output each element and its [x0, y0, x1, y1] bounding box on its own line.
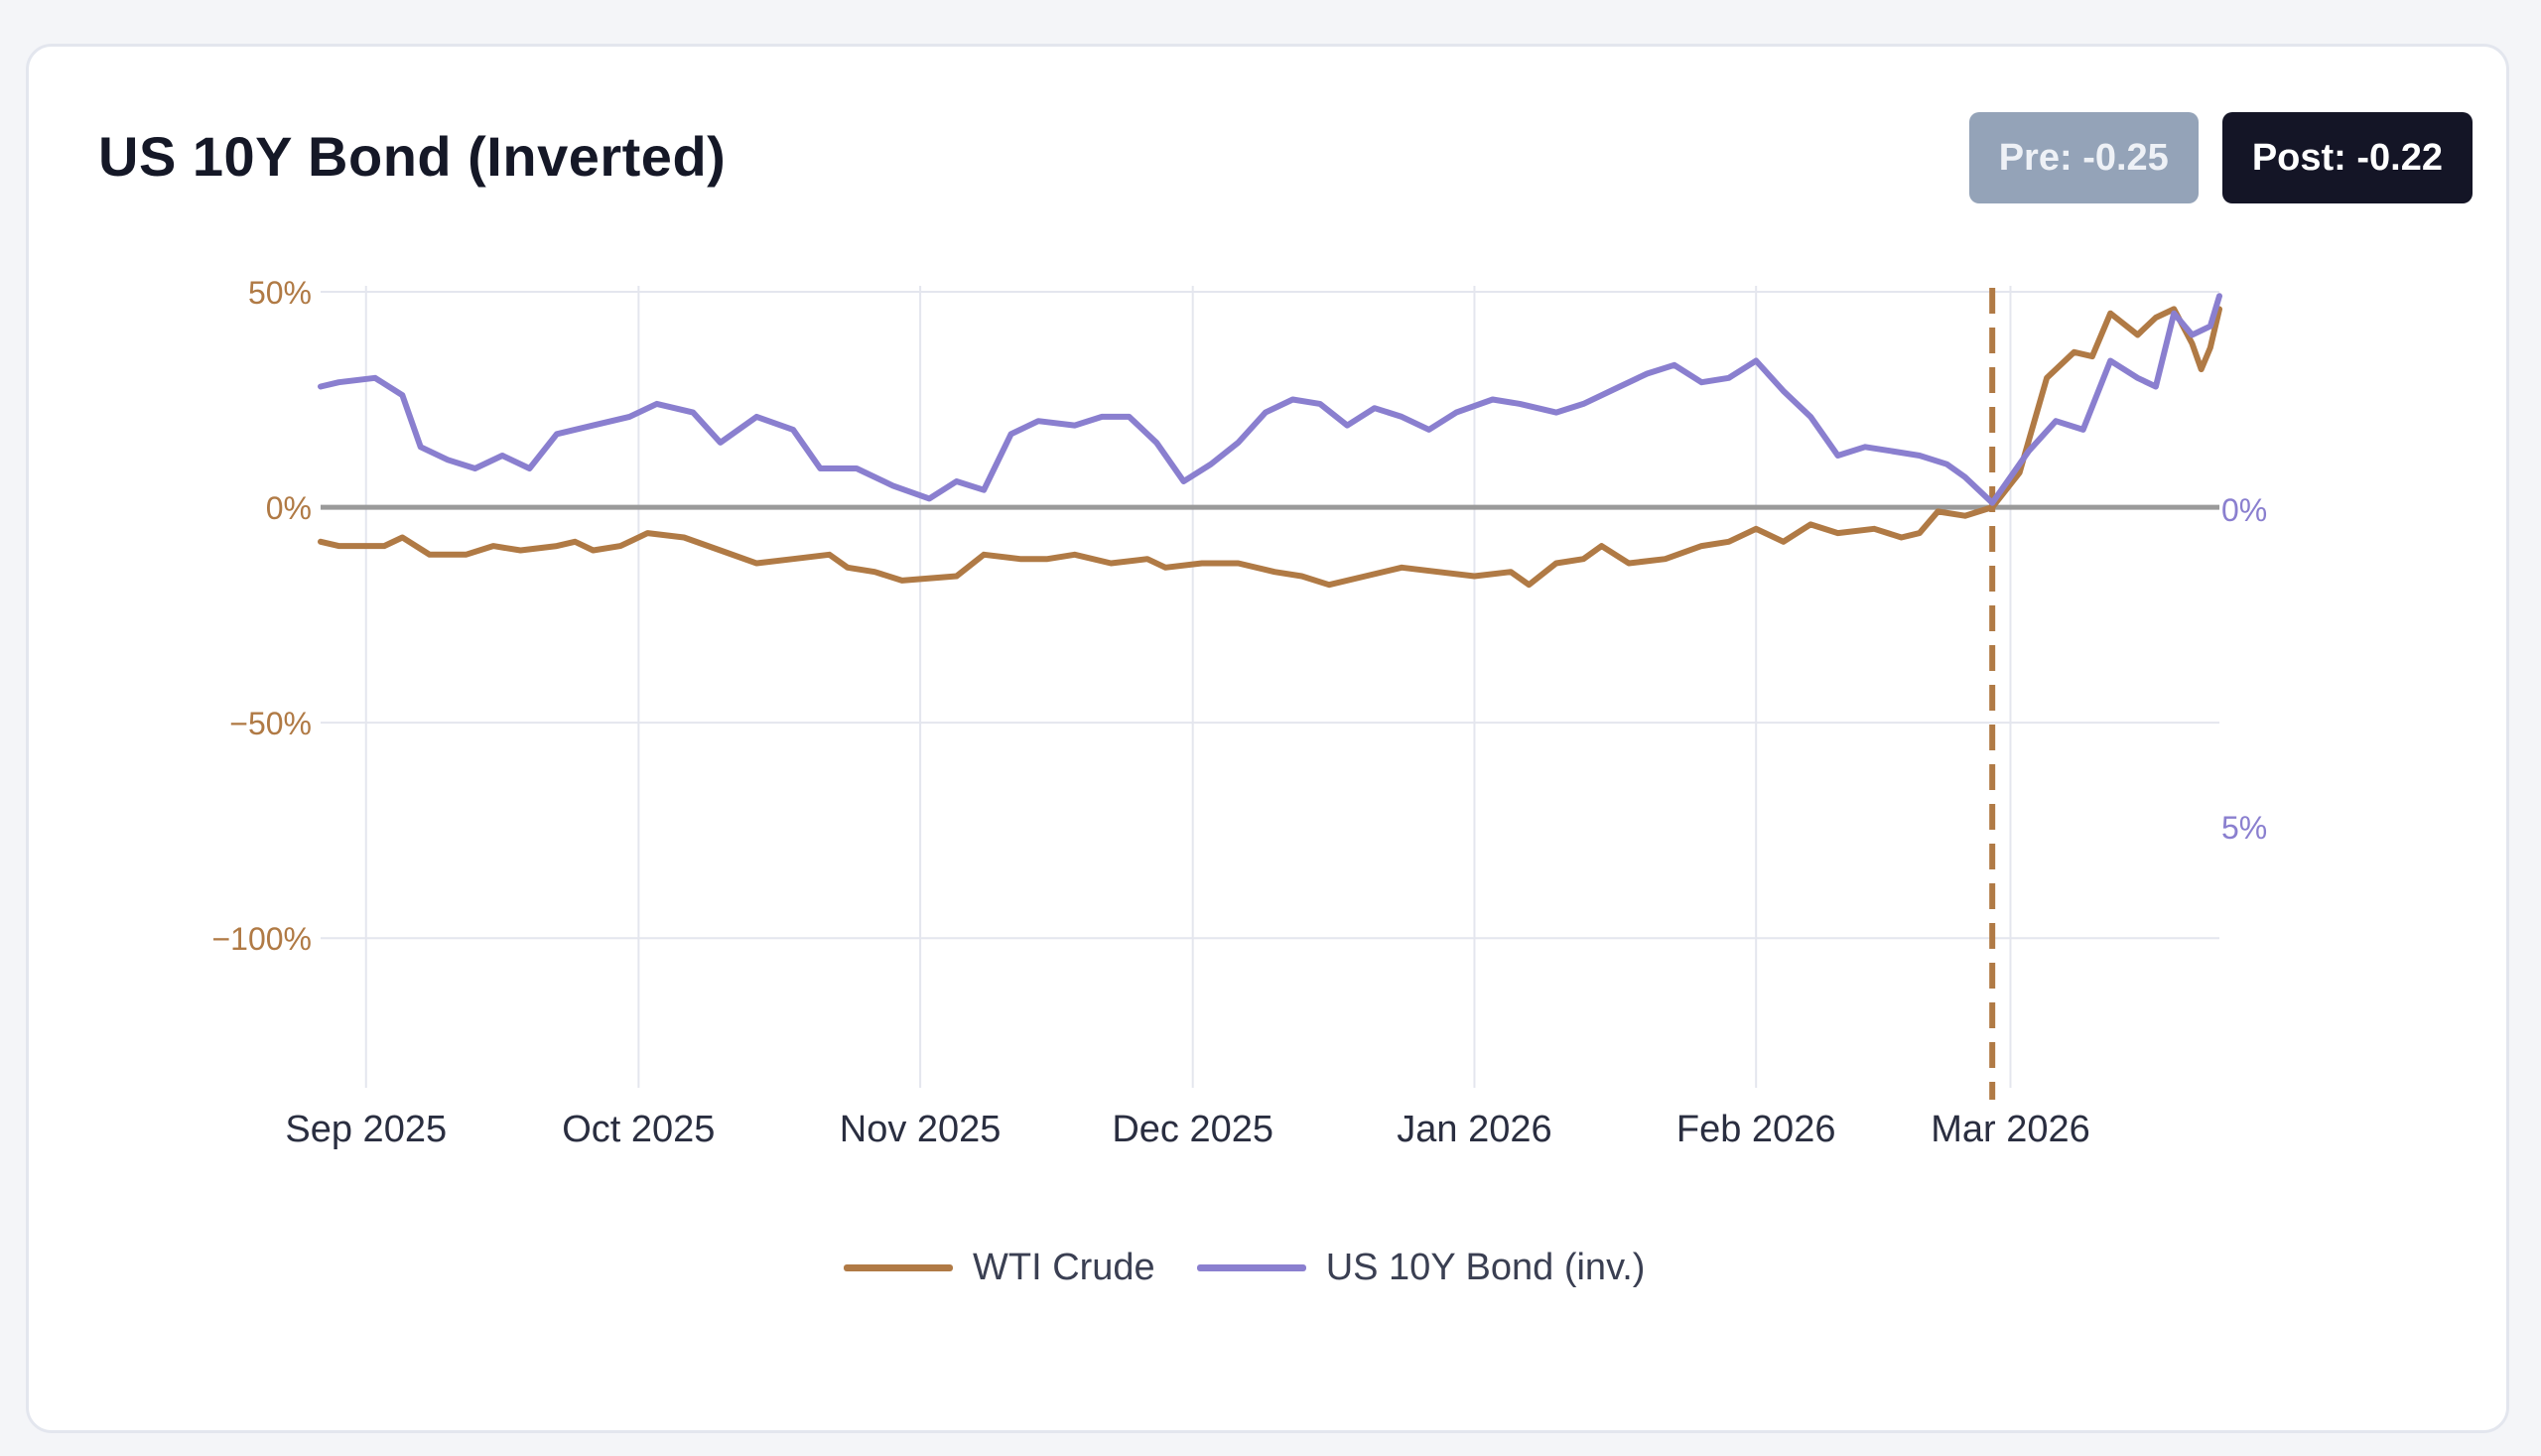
legend-label: WTI Crude [973, 1247, 1155, 1288]
pre-badge-value: -0.25 [2082, 137, 2169, 179]
chart-title: US 10Y Bond (Inverted) [98, 125, 727, 188]
legend-label: US 10Y Bond (inv.) [1325, 1247, 1646, 1288]
pre-badge-prefix: Pre: [1998, 137, 2083, 179]
legend-swatch [1196, 1264, 1306, 1271]
post-badge: Post: -0.22 [2221, 112, 2473, 203]
post-badge-prefix: Post: [2251, 137, 2357, 179]
chart-card: US 10Y Bond (Inverted) Pre: -0.25 Post: … [26, 44, 2509, 1433]
legend-swatch [844, 1264, 953, 1271]
pre-badge: Pre: -0.25 [1968, 112, 2199, 203]
legend-item-us-10y-bond[interactable]: US 10Y Bond (inv.) [1196, 1247, 1646, 1289]
post-badge-value: -0.22 [2356, 137, 2443, 179]
stats-badges: Pre: -0.25 Post: -0.22 [1968, 112, 2473, 203]
legend-item-wti-crude[interactable]: WTI Crude [844, 1247, 1155, 1289]
chart-legend: WTI Crude US 10Y Bond (inv.) [844, 1247, 1686, 1289]
